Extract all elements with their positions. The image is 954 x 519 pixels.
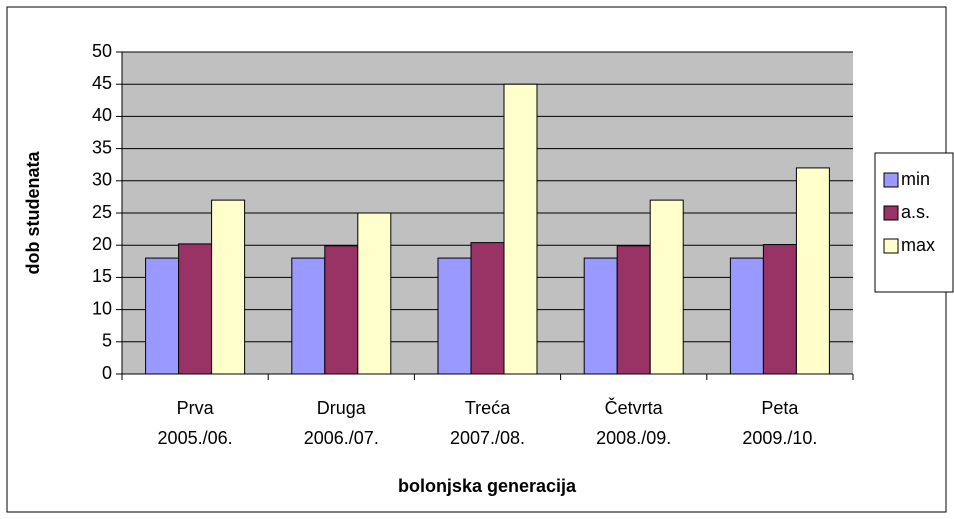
y-tick-label: 5 [102, 331, 112, 351]
x-axis-title: bolonjska generacija [398, 476, 577, 496]
x-tick-label: Druga [317, 398, 367, 418]
legend-label: max [901, 235, 935, 255]
bar [616, 245, 651, 375]
bar [437, 257, 472, 375]
y-tick-label: 25 [92, 202, 112, 222]
x-tick-label: Prva [177, 398, 215, 418]
x-tick-label: 2008./09. [596, 428, 671, 448]
bar [795, 167, 830, 375]
y-tick-label: 35 [92, 137, 112, 157]
bar [649, 199, 684, 375]
y-tick-label: 0 [102, 363, 112, 383]
x-tick-label: Četvrta [605, 397, 664, 418]
y-tick-label: 40 [92, 105, 112, 125]
x-tick-label: Treća [465, 398, 511, 418]
bar [729, 257, 764, 375]
legend-swatch [883, 238, 899, 254]
y-axis-title: dob studenata [23, 151, 43, 275]
y-tick-label: 10 [92, 298, 112, 318]
bar [470, 242, 505, 375]
x-tick-label: Peta [761, 398, 799, 418]
y-tick-label: 45 [92, 73, 112, 93]
legend-swatch [883, 205, 899, 221]
x-tick-label: 2005./06. [158, 428, 233, 448]
bar [178, 243, 213, 375]
y-tick-label: 20 [92, 234, 112, 254]
x-tick-label: 2007./08. [450, 428, 525, 448]
bar [762, 244, 797, 375]
y-tick-label: 30 [92, 170, 112, 190]
bar [324, 245, 359, 375]
x-tick-label: 2006./07. [304, 428, 379, 448]
legend-label: min [901, 169, 930, 189]
bar [583, 257, 618, 375]
x-tick-label: 2009./10. [742, 428, 817, 448]
bar [211, 199, 246, 375]
y-tick-label: 15 [92, 266, 112, 286]
bar [357, 212, 392, 375]
legend-swatch [883, 172, 899, 188]
y-tick-label: 50 [92, 41, 112, 61]
bar [145, 257, 180, 375]
legend-label: a.s. [901, 202, 930, 222]
bar [291, 257, 326, 375]
legend [874, 152, 954, 293]
bar [503, 83, 538, 375]
